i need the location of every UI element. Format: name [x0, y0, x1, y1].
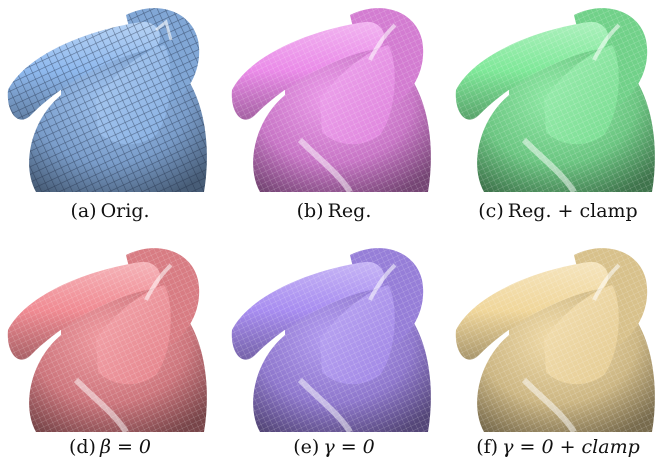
- caption-a-text: Orig.: [100, 200, 150, 222]
- panel-d: [6, 240, 214, 432]
- panel-c: [454, 0, 662, 192]
- caption-d: (d) β = 0: [6, 436, 214, 458]
- shape-render-f: [455, 248, 655, 432]
- caption-e-label: (e): [293, 436, 320, 458]
- caption-f: (f) γ = 0 + clamp: [454, 436, 662, 458]
- caption-a-label: (a): [70, 200, 97, 222]
- caption-b-text: Reg.: [327, 200, 372, 222]
- caption-c-label: (c): [478, 200, 504, 222]
- caption-a: (a) Orig.: [6, 200, 214, 222]
- panel-a: [6, 0, 214, 192]
- caption-b: (b) Reg.: [230, 200, 438, 222]
- panel-f: [454, 240, 662, 432]
- caption-e: (e) γ = 0: [230, 436, 438, 458]
- panel-e: [230, 240, 438, 432]
- panel-b: [230, 0, 438, 192]
- caption-d-label: (d): [68, 436, 96, 458]
- caption-f-label: (f): [476, 436, 499, 458]
- caption-b-label: (b): [296, 200, 324, 222]
- shape-render-e: [231, 248, 431, 432]
- shape-render-c: [455, 8, 655, 192]
- shape-render-a: [7, 8, 207, 192]
- shape-render-b: [231, 8, 431, 192]
- caption-f-text: γ = 0 + clamp: [502, 436, 640, 458]
- caption-d-text: β = 0: [99, 436, 152, 458]
- caption-e-text: γ = 0: [323, 436, 375, 458]
- caption-c-text: Reg. + clamp: [507, 200, 638, 222]
- shape-render-d: [7, 248, 207, 432]
- caption-c: (c) Reg. + clamp: [454, 200, 662, 222]
